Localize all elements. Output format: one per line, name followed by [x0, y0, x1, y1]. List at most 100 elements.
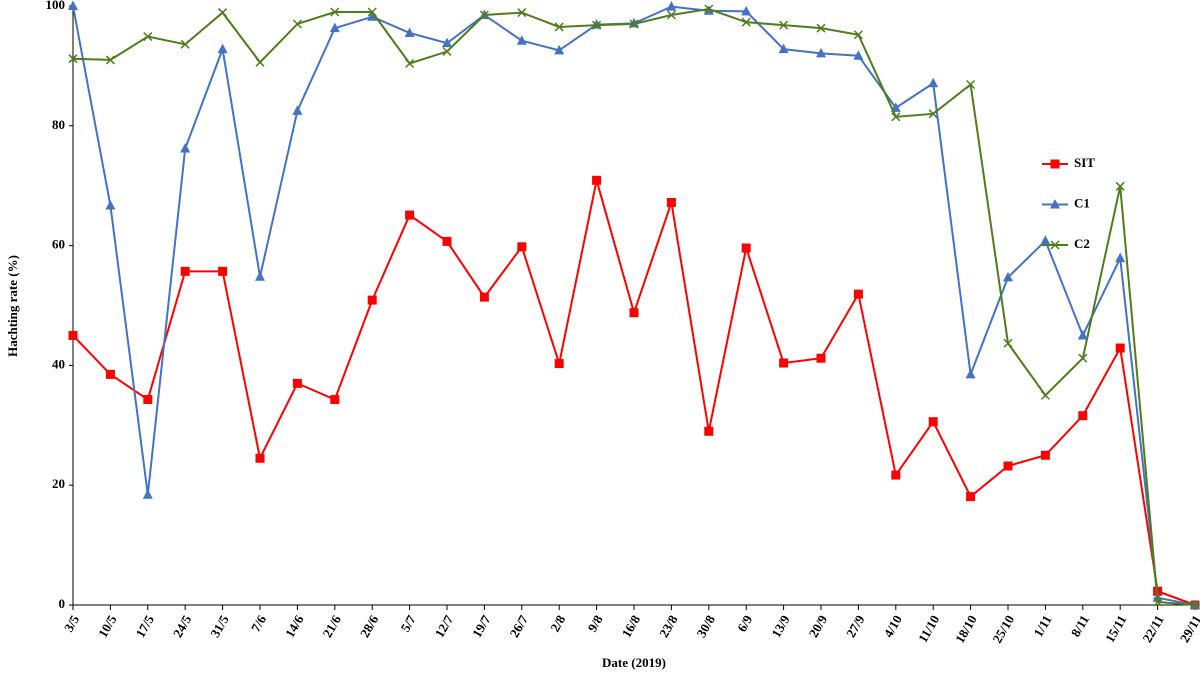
series-line: [72, 180, 1196, 606]
marker: [442, 37, 452, 48]
x-tick-label: 13/9: [768, 612, 793, 640]
marker: [629, 19, 639, 29]
x-tick-label: 14/6: [282, 612, 307, 640]
marker: [517, 8, 527, 18]
marker: [704, 426, 714, 436]
marker: [816, 353, 826, 363]
legend-label: C1: [1074, 195, 1090, 210]
x-tick-label: 25/10: [989, 612, 1017, 645]
y-tick-label: 100: [46, 0, 66, 12]
marker: [255, 271, 265, 281]
marker: [218, 266, 228, 276]
marker: [779, 20, 789, 30]
marker: [142, 489, 153, 499]
marker: [479, 292, 489, 302]
marker: [218, 8, 228, 18]
marker: [554, 359, 564, 369]
marker: [255, 453, 265, 463]
marker: [666, 197, 676, 207]
series-line: [72, 7, 1196, 606]
x-tick-label: 15/11: [1102, 612, 1129, 645]
marker: [816, 23, 826, 33]
marker: [741, 17, 751, 27]
marker: [741, 243, 751, 253]
x-tick-label: 6/9: [734, 612, 756, 634]
marker: [891, 470, 901, 480]
marker: [292, 19, 302, 29]
legend-marker: [1050, 199, 1060, 209]
x-axis-label: Date (2019): [602, 655, 666, 670]
marker: [1115, 181, 1125, 191]
marker: [442, 236, 452, 246]
legend-label: C2: [1074, 236, 1090, 251]
y-tick-label: 20: [52, 476, 65, 491]
marker: [554, 22, 564, 32]
marker: [1190, 600, 1200, 610]
marker: [143, 32, 153, 42]
marker: [1153, 597, 1163, 607]
x-tick-label: 31/5: [207, 612, 232, 640]
x-tick-label: 9/8: [584, 612, 606, 634]
y-axis-label: Hachting rate (%): [5, 255, 20, 357]
x-tick-label: 29/11: [1177, 612, 1200, 645]
x-tick-label: 19/7: [469, 612, 494, 640]
x-tick-label: 16/8: [619, 612, 644, 640]
marker: [217, 43, 228, 54]
y-tick-label: 60: [52, 237, 65, 252]
legend-label: SIT: [1074, 155, 1095, 170]
legend-marker: [1050, 240, 1060, 250]
marker: [1078, 411, 1088, 421]
marker: [666, 10, 676, 20]
marker: [330, 7, 340, 17]
marker: [479, 10, 489, 20]
marker: [928, 109, 938, 119]
marker: [180, 39, 190, 49]
marker: [1003, 271, 1013, 282]
x-tick-label: 26/7: [506, 612, 531, 640]
x-tick-label: 3/5: [61, 612, 83, 634]
marker: [1115, 252, 1126, 263]
marker: [367, 11, 378, 21]
legend-marker: [1050, 159, 1060, 169]
marker: [1003, 338, 1013, 348]
marker: [292, 378, 302, 388]
x-tick-label: 21/6: [319, 612, 344, 640]
marker: [105, 199, 116, 210]
marker: [816, 47, 826, 58]
marker: [592, 20, 602, 30]
marker: [292, 105, 303, 115]
marker: [853, 50, 864, 60]
marker: [1078, 353, 1088, 363]
marker: [404, 27, 415, 37]
x-tick-label: 24/5: [170, 612, 195, 640]
marker: [105, 55, 115, 65]
x-tick-label: 23/8: [656, 612, 681, 640]
x-tick-label: 22/11: [1139, 612, 1166, 645]
marker: [853, 289, 863, 299]
marker: [778, 43, 789, 54]
x-tick-label: 20/9: [806, 612, 831, 640]
marker: [105, 369, 115, 379]
marker: [741, 5, 752, 16]
marker: [180, 143, 191, 153]
y-tick-label: 80: [52, 117, 65, 132]
marker: [1115, 343, 1125, 353]
marker: [779, 358, 789, 368]
marker: [68, 0, 78, 10]
x-tick-label: 10/5: [95, 612, 120, 640]
marker: [966, 79, 976, 89]
marker: [629, 308, 639, 318]
marker: [143, 395, 153, 405]
x-tick-label: 1/11: [1030, 612, 1054, 639]
marker: [68, 330, 78, 340]
marker: [891, 112, 901, 122]
x-tick-label: 4/10: [880, 612, 905, 640]
x-tick-label: 7/6: [248, 612, 270, 634]
marker: [1040, 450, 1050, 460]
x-tick-label: 17/5: [132, 612, 157, 640]
marker: [405, 210, 415, 220]
marker: [367, 295, 377, 305]
marker: [704, 4, 714, 14]
